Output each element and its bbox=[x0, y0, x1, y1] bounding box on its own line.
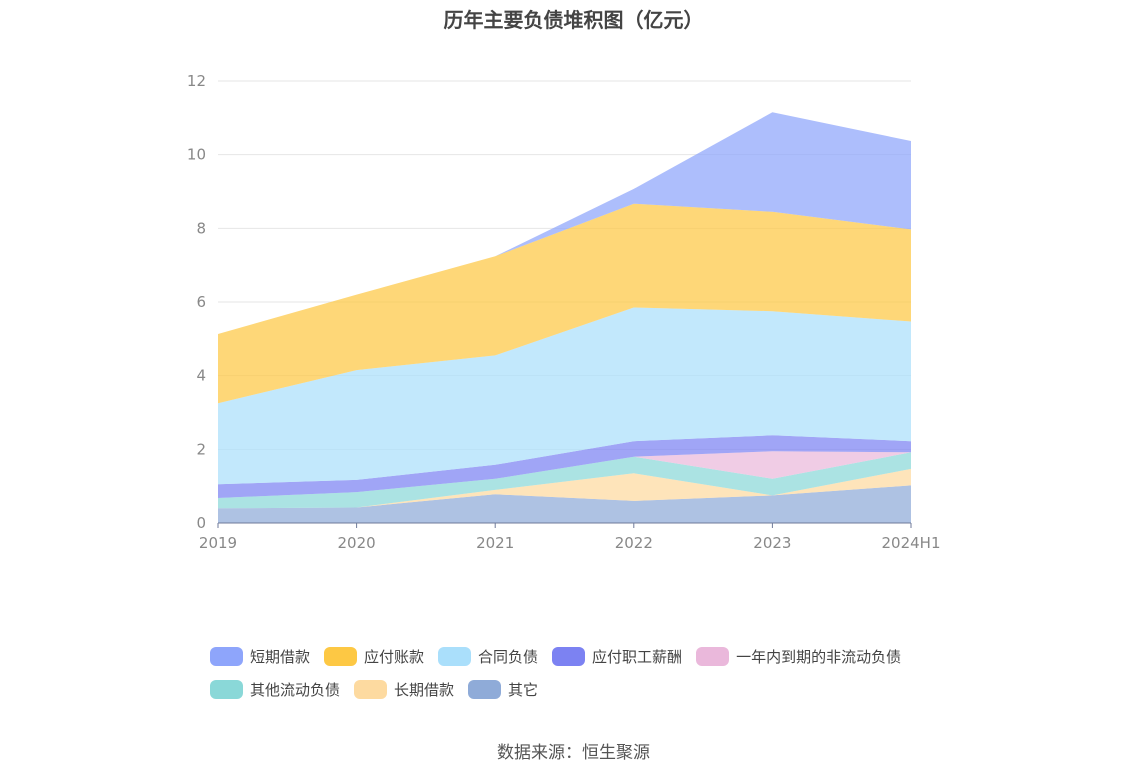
legend-label: 应付账款 bbox=[364, 648, 425, 666]
area-series-应付职工薪酬 bbox=[218, 435, 911, 498]
legend-swatch bbox=[696, 647, 730, 666]
x-tick-label: 2020 bbox=[338, 534, 376, 552]
legend-swatch bbox=[552, 647, 586, 666]
area-series-长期借款 bbox=[218, 468, 911, 509]
legend-swatch bbox=[354, 680, 388, 699]
area-series-短期借款 bbox=[218, 112, 911, 334]
legend-label: 合同负债 bbox=[478, 648, 539, 666]
x-tick-label: 2022 bbox=[615, 534, 653, 552]
legend-item[interactable]: 其他流动负债 bbox=[210, 679, 340, 700]
area-series-其它 bbox=[218, 485, 911, 523]
y-tick-label: 12 bbox=[187, 72, 206, 90]
stacked-area-chart: 0 2 4 6 8 10 12 2019 2020 2021 2022 2023 2024H1 bbox=[187, 72, 941, 552]
legend-row: 其他流动负债 长期借款 其它 bbox=[210, 673, 970, 706]
legend-item[interactable]: 其它 bbox=[468, 679, 538, 700]
legend-item[interactable]: 合同负债 bbox=[438, 646, 538, 667]
legend-row: 短期借款 应付账款 合同负债 应付职工薪酬 一年内到期的非流动负债 bbox=[210, 640, 970, 673]
legend-item[interactable]: 长期借款 bbox=[354, 679, 454, 700]
y-tick-label: 6 bbox=[196, 293, 206, 311]
legend-label: 其它 bbox=[508, 681, 539, 699]
y-tick-label: 10 bbox=[187, 146, 206, 164]
x-tick-label: 2019 bbox=[199, 534, 237, 552]
legend-label: 一年内到期的非流动负债 bbox=[736, 648, 902, 666]
area-series-一年内到期的非流动负债 bbox=[218, 451, 911, 498]
y-tick-label: 2 bbox=[196, 440, 206, 458]
legend-label: 短期借款 bbox=[250, 648, 311, 666]
legend-item[interactable]: 应付账款 bbox=[324, 646, 424, 667]
area-series-合同负债 bbox=[218, 307, 911, 485]
legend-item[interactable]: 应付职工薪酬 bbox=[552, 646, 682, 667]
legend-swatch bbox=[438, 647, 472, 666]
legend-label: 其他流动负债 bbox=[250, 681, 341, 699]
chart-legend: 短期借款 应付账款 合同负债 应付职工薪酬 一年内到期的非流动负债 其他流动负债 长期借款其… bbox=[210, 640, 970, 706]
legend-item[interactable]: 短期借款 bbox=[210, 646, 310, 667]
legend-swatch bbox=[468, 680, 502, 699]
x-tick-label: 2023 bbox=[753, 534, 791, 552]
legend-item[interactable]: 一年内到期的非流动负债 bbox=[696, 646, 901, 667]
y-tick-label: 8 bbox=[196, 219, 206, 237]
chart-title: 历年主要负债堆积图（亿元） bbox=[443, 8, 704, 32]
legend-label: 应付职工薪酬 bbox=[592, 648, 683, 666]
source-note: 数据来源：恒生聚源 bbox=[497, 743, 650, 763]
area-series-其他流动负债 bbox=[218, 452, 911, 509]
area-series-应付账款 bbox=[218, 203, 911, 404]
y-tick-label: 0 bbox=[196, 514, 206, 532]
x-tick-label: 2021 bbox=[476, 534, 514, 552]
legend-swatch bbox=[210, 680, 243, 699]
legend-swatch bbox=[210, 647, 243, 666]
y-tick-label: 4 bbox=[196, 367, 206, 385]
legend-swatch bbox=[324, 647, 358, 666]
x-tick-label: 2024H1 bbox=[882, 534, 941, 552]
legend-label: 长期借款 bbox=[394, 681, 455, 699]
